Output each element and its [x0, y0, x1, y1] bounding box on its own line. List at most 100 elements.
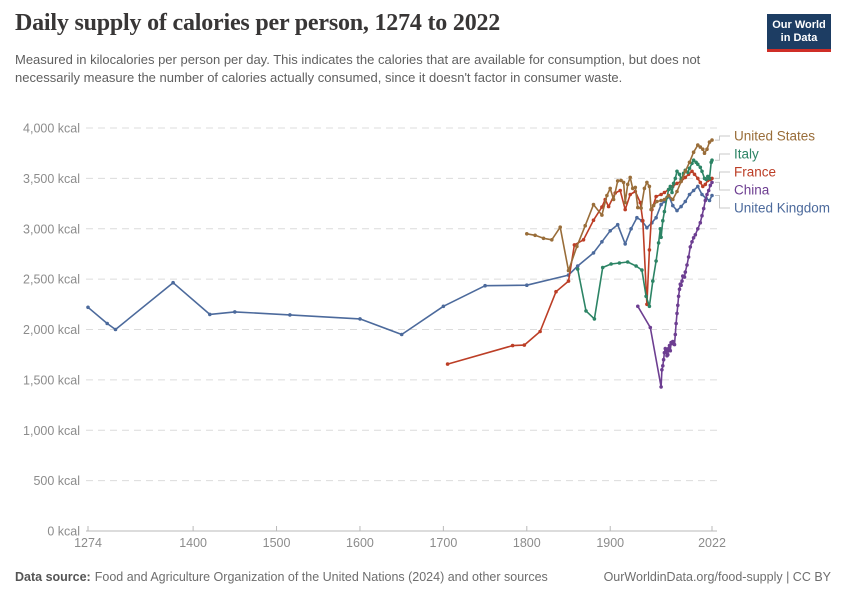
data-point — [591, 218, 596, 222]
data-point — [683, 199, 688, 204]
legend-label-china[interactable]: China — [734, 183, 770, 198]
data-point — [649, 207, 653, 212]
data-point — [666, 187, 671, 192]
series-line-united-kingdom[interactable] — [87, 185, 713, 336]
y-tick-label: 0 kcal — [47, 525, 80, 539]
data-point — [288, 313, 292, 317]
data-point — [525, 232, 529, 236]
data-point — [399, 332, 404, 337]
data-point — [233, 310, 237, 314]
legend: United States Italy France China United King… — [715, 129, 830, 216]
data-point — [710, 193, 714, 198]
data-point — [618, 188, 622, 193]
data-point — [651, 279, 655, 283]
data-point — [600, 265, 605, 270]
data-point — [679, 179, 683, 184]
legend-label-italy[interactable]: Italy — [734, 147, 759, 162]
legend-connector-united-states — [715, 135, 730, 141]
data-point — [707, 198, 712, 203]
data-point — [704, 177, 708, 182]
footer-source: Data source: Food and Agriculture Organiz… — [15, 570, 548, 585]
x-tick-label: 1900 — [596, 536, 624, 550]
data-point — [682, 275, 687, 279]
data-point — [615, 222, 620, 227]
legend-label-united-kingdom[interactable]: United Kingdom — [734, 201, 830, 216]
data-point — [644, 294, 648, 299]
data-point — [702, 151, 707, 155]
data-point — [628, 192, 632, 197]
series-line-united-states[interactable] — [526, 139, 713, 272]
data-point — [634, 264, 638, 268]
data-point — [706, 188, 711, 193]
x-tick-label: 1400 — [179, 536, 207, 550]
data-point — [707, 176, 712, 181]
data-point — [661, 364, 665, 368]
data-point — [623, 200, 627, 205]
data-point — [696, 143, 700, 147]
data-point — [710, 138, 714, 142]
series-united-states[interactable] — [525, 138, 714, 273]
data-point — [705, 192, 709, 197]
data-point — [621, 180, 626, 185]
data-point — [654, 194, 658, 199]
data-point — [662, 209, 667, 214]
owid-logo[interactable]: Our World in Data — [767, 14, 831, 52]
data-point — [683, 169, 688, 174]
data-point — [676, 303, 680, 308]
data-point — [605, 193, 609, 198]
chart-title: Daily supply of calories per person, 127… — [15, 10, 501, 36]
data-point — [690, 169, 694, 174]
data-point — [636, 205, 640, 210]
data-point — [647, 304, 652, 309]
x-tick-label: 1600 — [346, 536, 374, 550]
data-point — [623, 242, 627, 246]
series-line-china[interactable] — [637, 181, 713, 388]
legend-label-united-states[interactable]: United States — [734, 129, 815, 144]
data-point — [698, 145, 703, 149]
data-point — [171, 280, 175, 285]
x-tick-label: 1800 — [513, 536, 541, 550]
data-point — [701, 206, 706, 211]
data-point — [483, 283, 487, 288]
footer-credit[interactable]: OurWorldinData.org/food-supply | CC BY — [603, 570, 831, 584]
y-tick-label: 2,500 kcal — [23, 273, 80, 287]
data-point — [703, 182, 708, 187]
data-point — [635, 215, 639, 220]
data-point — [659, 385, 663, 389]
series-united-kingdom[interactable] — [86, 184, 714, 337]
data-point — [659, 235, 663, 240]
data-point — [538, 329, 542, 334]
series-china[interactable] — [636, 180, 714, 389]
chart-subtitle: Measured in kilocalories per person per … — [15, 52, 701, 85]
data-point — [600, 240, 604, 244]
y-tick-label: 2,000 kcal — [23, 323, 80, 337]
x-tick-label: 1500 — [263, 536, 291, 550]
data-point — [619, 178, 623, 183]
data-point — [703, 198, 708, 203]
data-point — [686, 255, 691, 259]
data-point — [600, 213, 604, 217]
legend-label-france[interactable]: France — [734, 165, 776, 180]
data-point — [441, 304, 446, 309]
data-point — [710, 176, 714, 181]
data-point — [645, 225, 649, 230]
data-point — [659, 202, 663, 207]
data-point — [691, 158, 696, 162]
data-point — [700, 169, 704, 174]
data-point — [533, 233, 537, 238]
chart-footer: Data source: Food and Agriculture Organiz… — [15, 570, 831, 585]
data-point — [700, 192, 704, 197]
data-point — [696, 227, 700, 231]
data-point — [691, 150, 696, 154]
footer-source-text: Food and Agriculture Organization of the… — [94, 570, 548, 584]
data-point — [673, 176, 678, 181]
data-point — [445, 362, 450, 366]
data-point — [677, 287, 682, 292]
data-point — [687, 160, 692, 165]
data-point — [625, 260, 630, 264]
data-point — [690, 240, 694, 244]
x-axis: 1274 1400 1500 1600 1700 1800 1900 2022 — [74, 526, 726, 550]
data-point — [583, 223, 587, 228]
data-point — [647, 248, 652, 252]
